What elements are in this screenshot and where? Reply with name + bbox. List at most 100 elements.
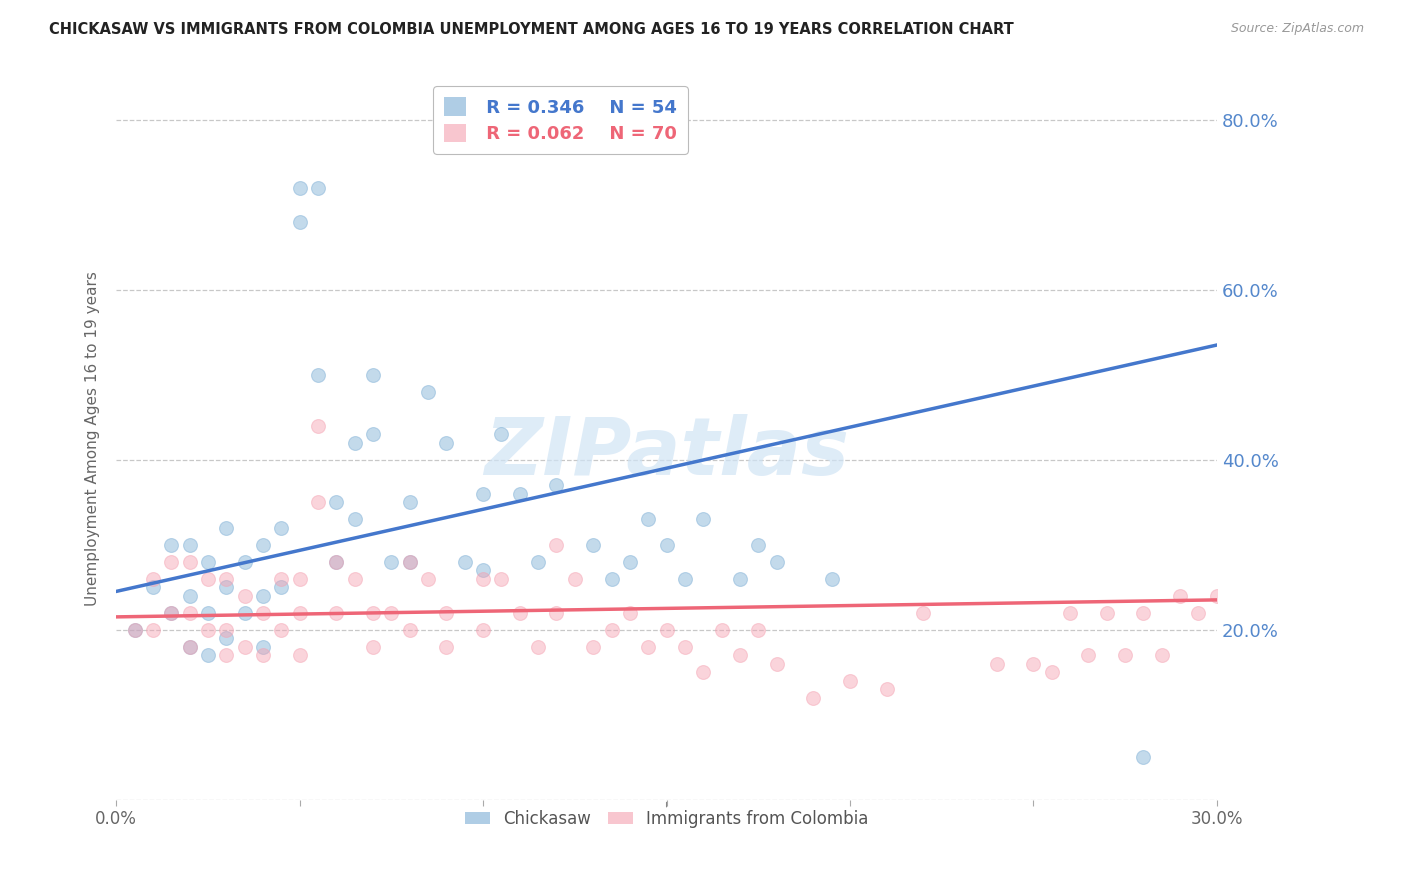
Point [436, 640, 458, 654]
Point [710, 623, 733, 637]
Point [398, 495, 420, 509]
Point [765, 657, 787, 671]
Point [509, 606, 531, 620]
Point [619, 606, 641, 620]
Point [912, 606, 935, 620]
Point [270, 521, 292, 535]
Point [398, 555, 420, 569]
Point [1187, 606, 1209, 620]
Text: CHICKASAW VS IMMIGRANTS FROM COLOMBIA UNEMPLOYMENT AMONG AGES 16 TO 19 YEARS COR: CHICKASAW VS IMMIGRANTS FROM COLOMBIA UN… [49, 22, 1014, 37]
Point [270, 623, 292, 637]
Point [160, 606, 183, 620]
Point [197, 606, 219, 620]
Point [307, 495, 329, 509]
Point [142, 580, 165, 594]
Point [215, 521, 238, 535]
Point [398, 555, 420, 569]
Point [416, 572, 439, 586]
Point [197, 623, 219, 637]
Point [546, 478, 568, 492]
Point [1132, 750, 1154, 764]
Point [436, 606, 458, 620]
Point [1114, 648, 1136, 662]
Y-axis label: Unemployment Among Ages 16 to 19 years: Unemployment Among Ages 16 to 19 years [86, 271, 100, 606]
Point [160, 606, 183, 620]
Point [215, 648, 238, 662]
Point [325, 555, 347, 569]
Point [600, 572, 623, 586]
Point [546, 606, 568, 620]
Point [380, 555, 402, 569]
Point [454, 555, 477, 569]
Point [1059, 606, 1081, 620]
Point [361, 606, 384, 620]
Point [1040, 665, 1063, 679]
Point [252, 538, 274, 552]
Point [252, 589, 274, 603]
Point [1077, 648, 1099, 662]
Point [472, 563, 495, 577]
Point [142, 572, 165, 586]
Point [142, 623, 165, 637]
Point [801, 690, 824, 705]
Point [233, 606, 256, 620]
Text: ZIPatlas: ZIPatlas [484, 414, 849, 491]
Point [1150, 648, 1173, 662]
Point [673, 572, 696, 586]
Point [179, 606, 201, 620]
Point [600, 623, 623, 637]
Point [637, 640, 659, 654]
Point [197, 648, 219, 662]
Point [564, 572, 586, 586]
Point [307, 418, 329, 433]
Point [546, 538, 568, 552]
Point [215, 623, 238, 637]
Point [252, 606, 274, 620]
Point [288, 606, 311, 620]
Point [765, 555, 787, 569]
Point [179, 538, 201, 552]
Point [416, 384, 439, 399]
Point [876, 682, 898, 697]
Point [582, 538, 605, 552]
Point [673, 640, 696, 654]
Point [233, 589, 256, 603]
Point [655, 538, 678, 552]
Point [288, 181, 311, 195]
Point [361, 427, 384, 442]
Point [288, 648, 311, 662]
Point [343, 512, 366, 526]
Point [270, 572, 292, 586]
Point [179, 640, 201, 654]
Point [361, 640, 384, 654]
Point [361, 368, 384, 382]
Point [160, 538, 183, 552]
Point [986, 657, 1008, 671]
Point [1132, 606, 1154, 620]
Point [288, 572, 311, 586]
Point [197, 572, 219, 586]
Point [288, 215, 311, 229]
Point [398, 623, 420, 637]
Point [325, 606, 347, 620]
Point [179, 555, 201, 569]
Point [692, 512, 714, 526]
Point [491, 427, 513, 442]
Point [215, 631, 238, 645]
Point [436, 435, 458, 450]
Point [124, 623, 146, 637]
Point [728, 648, 751, 662]
Point [472, 486, 495, 500]
Point [1095, 606, 1118, 620]
Point [270, 580, 292, 594]
Point [637, 512, 659, 526]
Point [747, 538, 769, 552]
Point [1205, 589, 1227, 603]
Point [527, 640, 550, 654]
Point [655, 623, 678, 637]
Point [325, 495, 347, 509]
Point [197, 555, 219, 569]
Legend: Chickasaw, Immigrants from Colombia: Chickasaw, Immigrants from Colombia [458, 803, 875, 835]
Point [619, 555, 641, 569]
Point [325, 555, 347, 569]
